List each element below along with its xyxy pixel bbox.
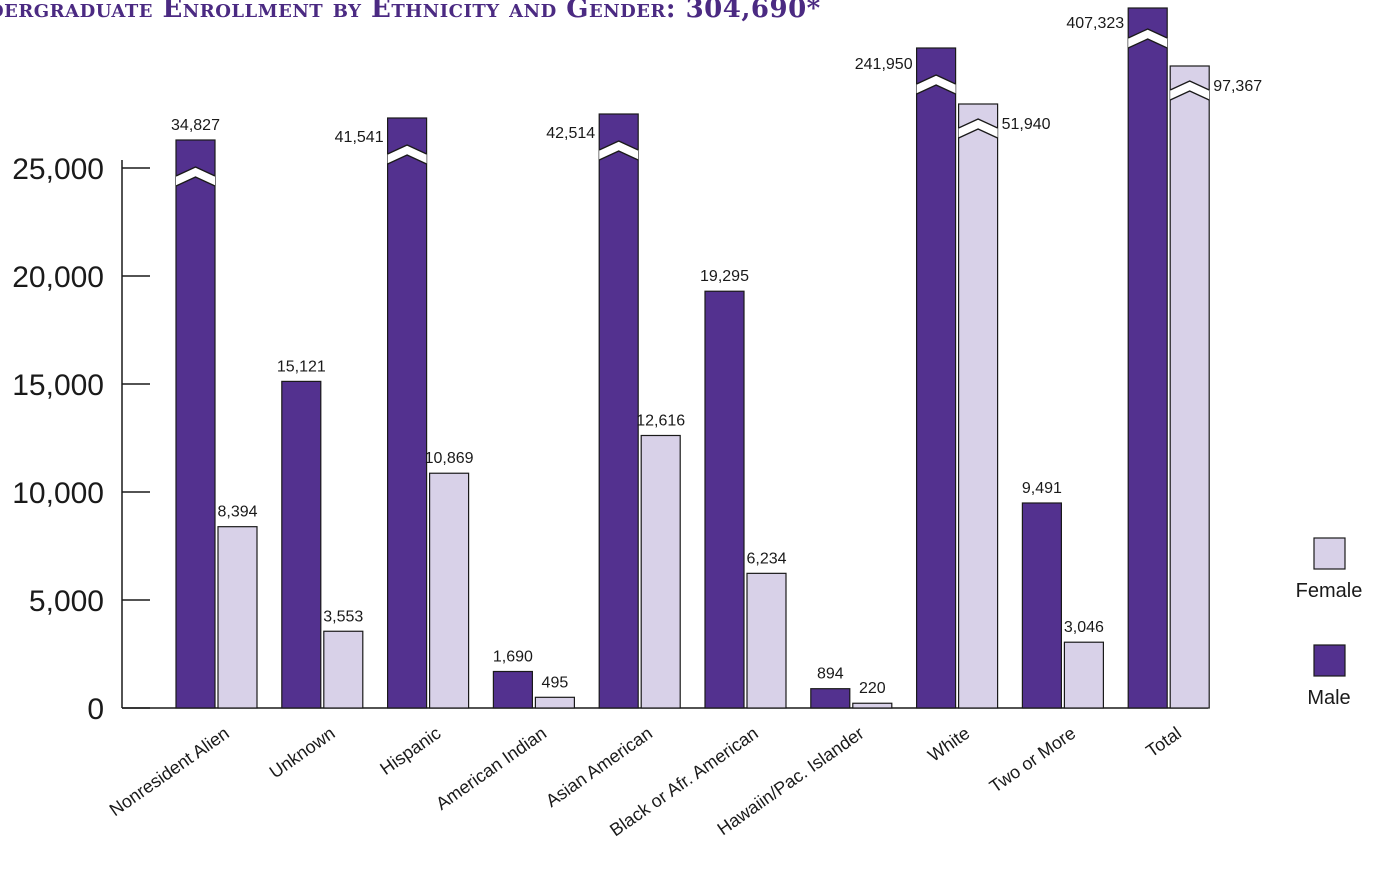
axis-break-line: [175, 166, 216, 177]
data-label-male: 1,690: [493, 648, 533, 665]
data-label-female: 97,367: [1213, 78, 1262, 95]
bar-male: [915, 47, 957, 709]
legend-swatch-male: [1313, 644, 1346, 677]
y-tick-label: 10,000: [12, 477, 104, 510]
data-label-male: 41,541: [335, 129, 384, 146]
bar-male: [175, 139, 216, 709]
y-tick-label: 15,000: [12, 369, 104, 402]
data-label-male: 19,295: [700, 268, 749, 285]
data-label-female: 220: [859, 680, 886, 697]
y-tick-label: 20,000: [12, 261, 104, 294]
bar-male: [704, 290, 745, 709]
category-labels: Nonresident Alien Unknown HispanicAmerican…: [106, 723, 1185, 840]
axis-break-line: [958, 128, 998, 139]
axis-break-line: [916, 74, 956, 85]
x-category-label: Unknown: [266, 723, 339, 782]
axis-break-line: [387, 154, 427, 165]
data-label-female: 6,234: [746, 550, 786, 567]
bar-female: [957, 103, 999, 709]
x-category-label: Nonresident Alien: [106, 723, 233, 820]
axis-break-line: [598, 140, 639, 151]
bar-female: [640, 434, 681, 709]
data-label-female: 10,869: [425, 450, 474, 467]
bar-female: [1063, 641, 1105, 709]
legend-label-male: Male: [1307, 687, 1350, 709]
y-tick-label: 0: [87, 693, 104, 726]
bar-female: [217, 526, 258, 709]
axis-break-line: [1169, 90, 1210, 101]
bar-male: [1021, 502, 1063, 709]
data-label-male: 42,514: [546, 125, 595, 142]
data-label-male: 15,121: [277, 358, 326, 375]
x-category-label: Total: [1142, 723, 1185, 761]
data-label-male: 407,323: [1066, 15, 1124, 32]
data-label-female: 495: [542, 674, 569, 691]
axis-break-line: [1169, 80, 1210, 91]
data-label-male: 894: [817, 666, 844, 683]
data-label-male: 241,950: [855, 56, 913, 73]
bar-male: [598, 113, 639, 709]
x-category-label: Two or More: [986, 723, 1079, 797]
bar-male: [281, 380, 322, 709]
bar-female: [1169, 65, 1210, 709]
bar-female: [534, 696, 576, 709]
data-label-male: 9,491: [1022, 480, 1062, 497]
data-label-female: 51,940: [1002, 116, 1051, 133]
axis-break-line: [916, 84, 956, 95]
axis-break-line: [1127, 38, 1168, 49]
bar-female: [852, 702, 893, 709]
axis-break-line: [958, 118, 998, 129]
chart-title: dergraduate Enrollment by Ethnicity and …: [0, 0, 821, 24]
x-category-label: Hispanic: [376, 723, 444, 779]
x-category-label: Asian American: [542, 723, 656, 811]
legend-swatch-female: [1313, 537, 1346, 570]
data-label-male: 34,827: [171, 117, 220, 134]
bar-female: [746, 572, 787, 709]
data-label-female: 8,394: [217, 504, 257, 521]
axis-break-line: [387, 144, 427, 155]
y-tick-label: 25,000: [12, 153, 104, 186]
bar-male: [492, 670, 533, 709]
legend: Female Male: [1296, 537, 1363, 709]
data-labels: 34,827 8,394 15,121 3,553 41,541 10,869 1,690 4…: [171, 15, 1262, 697]
bar-male: [1127, 7, 1168, 709]
data-label-female: 3,553: [323, 608, 363, 625]
bar-female: [429, 472, 470, 709]
bar-male: [387, 117, 428, 709]
bars: [175, 7, 1210, 709]
y-tick-label: 5,000: [29, 585, 104, 618]
axis-break-line: [598, 150, 639, 161]
bar-female: [323, 630, 364, 709]
data-label-female: 3,046: [1064, 619, 1104, 636]
legend-label-female: Female: [1296, 580, 1363, 602]
axis-break-line: [1127, 28, 1168, 39]
x-category-label: American Indian: [432, 723, 550, 814]
bar-male: [810, 688, 851, 709]
x-category-label: White: [924, 723, 973, 766]
axis-break-line: [175, 176, 216, 187]
data-label-female: 12,616: [636, 412, 685, 429]
